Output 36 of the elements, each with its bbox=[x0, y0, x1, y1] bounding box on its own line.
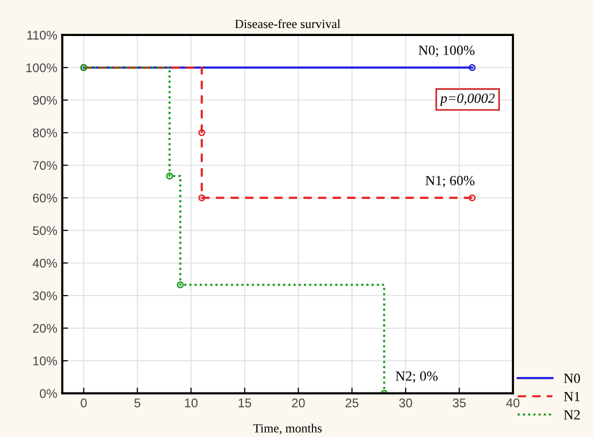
x-tick-label: 15 bbox=[238, 398, 252, 408]
point bbox=[198, 129, 206, 136]
y-tick-label: 50% bbox=[32, 226, 57, 236]
y-tick-label: 10% bbox=[33, 356, 57, 366]
point bbox=[468, 64, 476, 72]
legend-label: N2 bbox=[564, 410, 580, 420]
annotation: N1; 60% bbox=[426, 176, 474, 188]
y-tick-label: 20% bbox=[33, 324, 57, 333]
y-tick-label: 80% bbox=[32, 128, 57, 138]
x-tick-label: 35 bbox=[452, 398, 466, 408]
annotation: N0; 100% bbox=[418, 46, 474, 57]
annotation: N2; 0% bbox=[396, 371, 438, 383]
y-tick-label: 40% bbox=[32, 258, 57, 268]
y-tick-label: 0% bbox=[40, 389, 57, 398]
annotation: p=0,0002 bbox=[440, 94, 495, 106]
legend-label: N1 bbox=[564, 392, 580, 402]
x-tick-label: 30 bbox=[399, 398, 412, 408]
y-tick-label: 110% bbox=[27, 30, 57, 40]
x-tick-label: 20 bbox=[292, 398, 305, 408]
point bbox=[468, 194, 476, 202]
x-tick-label: 25 bbox=[346, 398, 358, 408]
y-tick-label: 100% bbox=[26, 63, 57, 72]
y-tick-label: 60% bbox=[33, 194, 57, 202]
y-tick-label: 30% bbox=[32, 291, 57, 300]
point bbox=[166, 172, 174, 180]
y-tick-label: 90% bbox=[32, 96, 57, 105]
x-tick-label: 10 bbox=[185, 398, 198, 408]
x-tick-label: 40 bbox=[506, 398, 520, 408]
x-tick-label: 0 bbox=[80, 398, 87, 408]
x-axis-title: Time, months bbox=[253, 424, 322, 434]
point bbox=[198, 194, 206, 202]
x-tick-label: 5 bbox=[134, 398, 140, 408]
legend-label: N0 bbox=[564, 374, 580, 384]
y-tick-label: 70% bbox=[33, 161, 57, 170]
chart-title: Disease-free survival bbox=[235, 19, 340, 28]
point bbox=[176, 281, 184, 288]
